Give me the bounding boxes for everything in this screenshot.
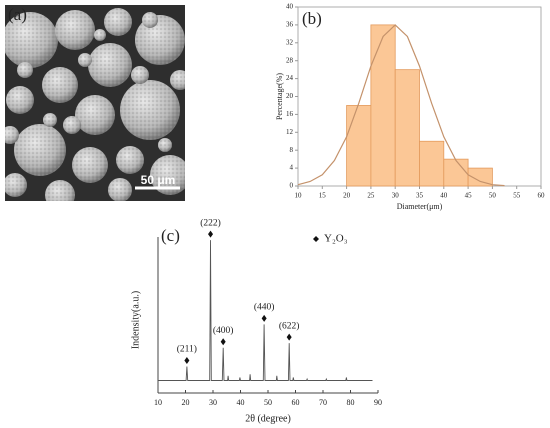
x-axis-label: 2θ (degree)	[245, 413, 291, 424]
x-tick-label: 20	[182, 398, 190, 407]
y-tick-label: 16	[286, 110, 294, 118]
x-tick-label: 35	[416, 192, 424, 200]
particle-texture	[131, 66, 149, 84]
y-tick-label: 0	[290, 182, 294, 190]
particle-texture	[42, 67, 78, 103]
y-tick-label: 24	[286, 74, 294, 82]
peak-marker	[261, 314, 267, 322]
y-axis-label: Percentage(%)	[275, 73, 284, 120]
particle-texture	[116, 146, 144, 174]
spectrum-line	[158, 240, 373, 381]
particle-texture	[78, 53, 92, 67]
x-tick-label: 20	[343, 192, 351, 200]
bar	[467, 167, 493, 187]
y-tick-label: 12	[286, 128, 294, 136]
fit-curve	[297, 24, 505, 187]
y-tick-label: 40	[286, 3, 294, 11]
x-tick-label: 55	[513, 192, 521, 200]
x-tick-label: 30	[392, 192, 400, 200]
peak-marker	[184, 356, 190, 364]
particle-texture	[120, 80, 180, 140]
particle-texture	[72, 147, 108, 183]
x-tick-label: 40	[237, 398, 245, 407]
panel-label: (c)	[161, 226, 180, 245]
x-tick-label: 40	[440, 192, 448, 200]
peak-marker	[220, 338, 226, 346]
scale-bar-label: 50 μm	[141, 173, 176, 187]
legend-marker	[313, 236, 319, 242]
x-tick-label: 10	[154, 398, 162, 407]
particle-texture	[5, 12, 58, 68]
particle-texture	[63, 116, 81, 134]
particle-texture	[142, 12, 158, 28]
legend-label: Y₂O₃	[324, 233, 348, 245]
x-tick-label: 80	[347, 398, 355, 407]
particle-texture	[108, 178, 132, 201]
peak-marker	[286, 333, 292, 341]
y-tick-label: 4	[290, 164, 294, 172]
particle-texture	[150, 155, 185, 195]
x-tick-label: 15	[319, 192, 327, 200]
particle-texture	[6, 86, 34, 114]
x-tick-label: 50	[489, 192, 497, 200]
x-tick-label: 45	[465, 192, 473, 200]
particle-texture	[94, 29, 106, 41]
panel-label: (b)	[302, 9, 322, 28]
bar	[443, 158, 469, 187]
particle-texture	[55, 10, 95, 50]
sem-image: (a) 50 μm	[5, 5, 185, 201]
particle-texture	[158, 138, 172, 152]
x-tick-label: 70	[319, 398, 327, 407]
y-axis-label: Indensity(a.u.)	[130, 291, 141, 349]
y-tick-label: 8	[290, 146, 294, 154]
bar	[370, 24, 396, 187]
particle-texture	[88, 43, 132, 87]
x-tick-label: 60	[292, 398, 300, 407]
particle-texture	[170, 70, 185, 90]
particle-texture	[75, 95, 115, 135]
peak-label: (622)	[279, 320, 300, 331]
bar	[346, 105, 372, 187]
peak-label: (440)	[254, 302, 275, 313]
x-tick-label: 25	[367, 192, 375, 200]
particle-texture	[45, 180, 75, 201]
peak-label: (211)	[177, 344, 197, 355]
particle-texture	[5, 173, 27, 197]
y-tick-label: 20	[286, 92, 294, 100]
particle-texture	[14, 124, 66, 176]
x-axis-label: Diameter(μm)	[397, 202, 443, 211]
x-tick-label: 30	[209, 398, 217, 407]
particle-texture	[43, 113, 57, 127]
peak-marker	[208, 230, 214, 238]
y-tick-label: 28	[286, 56, 294, 64]
peak-label: (400)	[213, 325, 234, 336]
x-tick-label: 10	[295, 192, 303, 200]
bar	[394, 69, 420, 187]
x-tick-label: 60	[538, 192, 546, 200]
bar	[419, 140, 445, 187]
panel-label: (a)	[8, 5, 27, 24]
peak-label: (222)	[200, 217, 221, 228]
y-tick-label: 32	[286, 38, 294, 46]
x-tick-label: 90	[374, 398, 382, 407]
x-tick-label: 50	[264, 398, 272, 407]
y-tick-label: 36	[286, 21, 294, 29]
particle-texture	[104, 8, 132, 36]
particle-texture	[5, 126, 19, 144]
particle-texture	[17, 62, 33, 78]
